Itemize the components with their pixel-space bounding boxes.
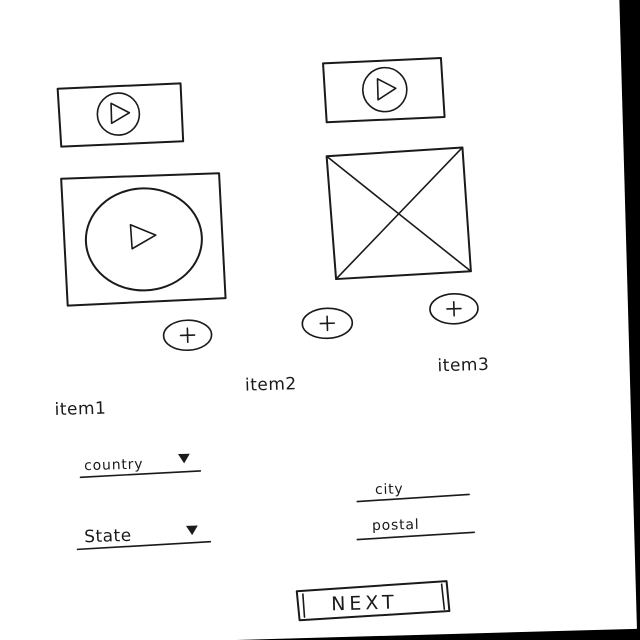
plus-icon <box>319 315 336 332</box>
video-thumbnail-small-2[interactable] <box>322 57 446 124</box>
postal-field[interactable]: postal <box>356 515 475 541</box>
state-dropdown-label: State <box>84 526 132 547</box>
plus-icon <box>446 300 462 317</box>
country-dropdown-label: country <box>84 457 144 475</box>
image-placeholder[interactable] <box>325 146 472 281</box>
add-item2-button[interactable] <box>301 307 354 340</box>
play-icon <box>84 187 203 292</box>
play-icon <box>96 92 141 136</box>
city-field[interactable]: city <box>356 479 470 503</box>
postal-field-label: postal <box>372 517 420 534</box>
video-player-large[interactable] <box>60 172 227 307</box>
item1-label: item1 <box>54 399 106 420</box>
triangle-down-icon <box>185 525 198 536</box>
add-item1-button[interactable] <box>162 319 213 352</box>
item2-label: item2 <box>245 374 297 395</box>
triangle-down-icon <box>177 453 190 464</box>
next-button-label: NEXT <box>331 591 398 615</box>
city-field-label: city <box>375 481 404 498</box>
plus-icon <box>179 327 196 344</box>
state-dropdown[interactable]: State <box>76 524 212 551</box>
country-dropdown[interactable]: country <box>79 453 202 479</box>
video-thumbnail-small-1[interactable] <box>56 82 185 148</box>
item3-label: item3 <box>437 355 489 376</box>
x-placeholder-icon <box>325 146 472 280</box>
next-button[interactable]: NEXT <box>295 580 451 622</box>
add-item3-button[interactable] <box>429 292 479 325</box>
play-icon <box>361 66 408 113</box>
